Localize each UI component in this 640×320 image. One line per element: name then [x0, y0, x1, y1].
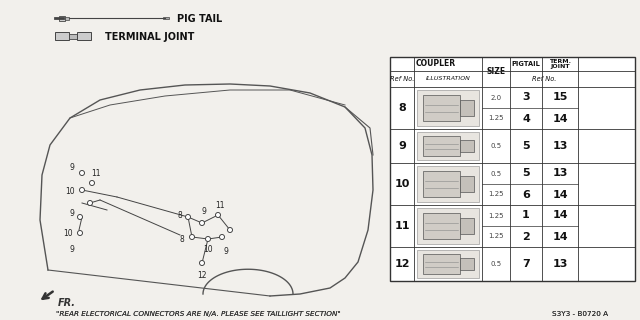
Circle shape [200, 260, 205, 266]
Bar [423, 254, 460, 274]
Text: 5: 5 [522, 141, 530, 151]
Text: 12: 12 [197, 270, 207, 279]
Text: SIZE: SIZE [486, 68, 506, 76]
Bar [65, 17, 69, 20]
Bar [423, 136, 460, 156]
Text: 9: 9 [223, 246, 228, 255]
Text: 1.25: 1.25 [488, 116, 504, 122]
Text: 8: 8 [180, 235, 184, 244]
Text: 14: 14 [552, 189, 568, 199]
Circle shape [200, 220, 205, 226]
Text: 1: 1 [522, 211, 530, 220]
Text: 0.5: 0.5 [490, 143, 502, 149]
Bar [417, 250, 479, 278]
Text: COUPLER: COUPLER [416, 60, 456, 68]
Bar [390, 57, 635, 281]
Text: PIGTAIL: PIGTAIL [511, 61, 540, 67]
Bar [460, 219, 474, 234]
Text: TERMINAL JOINT: TERMINAL JOINT [105, 32, 195, 42]
Text: 7: 7 [522, 259, 530, 269]
Text: 5: 5 [522, 169, 530, 179]
Text: "REAR ELECTORICAL CONNECTORS ARE N/A. PLEASE SEE TAILLIGHT SECTION": "REAR ELECTORICAL CONNECTORS ARE N/A. PL… [56, 311, 340, 317]
Text: 1.25: 1.25 [488, 191, 504, 197]
Text: 9: 9 [70, 209, 74, 218]
Circle shape [88, 201, 93, 205]
Text: 1.25: 1.25 [488, 234, 504, 239]
Circle shape [77, 230, 83, 236]
Circle shape [220, 235, 225, 239]
Text: 8: 8 [178, 211, 182, 220]
Bar [460, 100, 474, 116]
Text: ILLUSTRATION: ILLUSTRATION [426, 76, 470, 82]
Text: 11: 11 [215, 201, 225, 210]
Text: 9: 9 [202, 206, 207, 215]
Text: Ref No.: Ref No. [532, 76, 556, 82]
Text: 9: 9 [70, 163, 74, 172]
Text: 2: 2 [522, 231, 530, 242]
Text: 10: 10 [394, 179, 410, 189]
Text: 14: 14 [552, 211, 568, 220]
Text: 9: 9 [70, 244, 74, 253]
Text: 10: 10 [63, 228, 73, 237]
Text: 13: 13 [552, 141, 568, 151]
Text: 11: 11 [394, 221, 410, 231]
Bar [460, 140, 474, 152]
Bar [69, 34, 77, 38]
Bar [163, 17, 169, 19]
Text: 13: 13 [552, 259, 568, 269]
Bar [417, 132, 479, 160]
Circle shape [205, 236, 211, 242]
Bar [423, 213, 460, 239]
Circle shape [227, 228, 232, 233]
Text: 10: 10 [203, 245, 213, 254]
Text: PIG TAIL: PIG TAIL [177, 14, 222, 24]
Circle shape [79, 171, 84, 175]
Text: 3: 3 [522, 92, 530, 102]
Text: 13: 13 [552, 169, 568, 179]
Bar [77, 32, 91, 40]
Text: 0.5: 0.5 [490, 261, 502, 267]
Text: 15: 15 [552, 92, 568, 102]
Text: 9: 9 [398, 141, 406, 151]
Circle shape [186, 214, 191, 220]
Circle shape [189, 235, 195, 239]
Circle shape [216, 212, 221, 218]
Text: Ref No.: Ref No. [390, 76, 414, 82]
Text: 0.5: 0.5 [490, 171, 502, 177]
Text: 2.0: 2.0 [490, 94, 502, 100]
Text: 8: 8 [398, 103, 406, 113]
Bar [423, 172, 460, 196]
Bar [417, 166, 479, 202]
Bar [460, 176, 474, 192]
Bar [55, 32, 69, 40]
Text: 1.25: 1.25 [488, 212, 504, 219]
Text: 14: 14 [552, 231, 568, 242]
Bar [423, 95, 460, 121]
Text: "REAR ELECTORICAL CONNECTORS ARE N/A. PLEASE SEE TAILLIGHT SECTION": "REAR ELECTORICAL CONNECTORS ARE N/A. PL… [56, 311, 340, 317]
Text: 11: 11 [92, 169, 100, 178]
Text: S3Y3 - B0720 A: S3Y3 - B0720 A [552, 311, 608, 317]
Text: 6: 6 [522, 189, 530, 199]
Bar [417, 208, 479, 244]
Circle shape [79, 188, 84, 193]
Text: TERM.
JOINT: TERM. JOINT [549, 59, 571, 69]
Bar [460, 258, 474, 270]
Bar [417, 90, 479, 126]
Text: 12: 12 [394, 259, 410, 269]
Text: FR.: FR. [58, 298, 76, 308]
Circle shape [77, 214, 83, 220]
Text: 14: 14 [552, 114, 568, 124]
Text: S3Y3 - B0720 A: S3Y3 - B0720 A [552, 311, 608, 317]
Bar [59, 15, 65, 20]
Text: 4: 4 [522, 114, 530, 124]
Text: 10: 10 [65, 187, 75, 196]
Circle shape [90, 180, 95, 186]
